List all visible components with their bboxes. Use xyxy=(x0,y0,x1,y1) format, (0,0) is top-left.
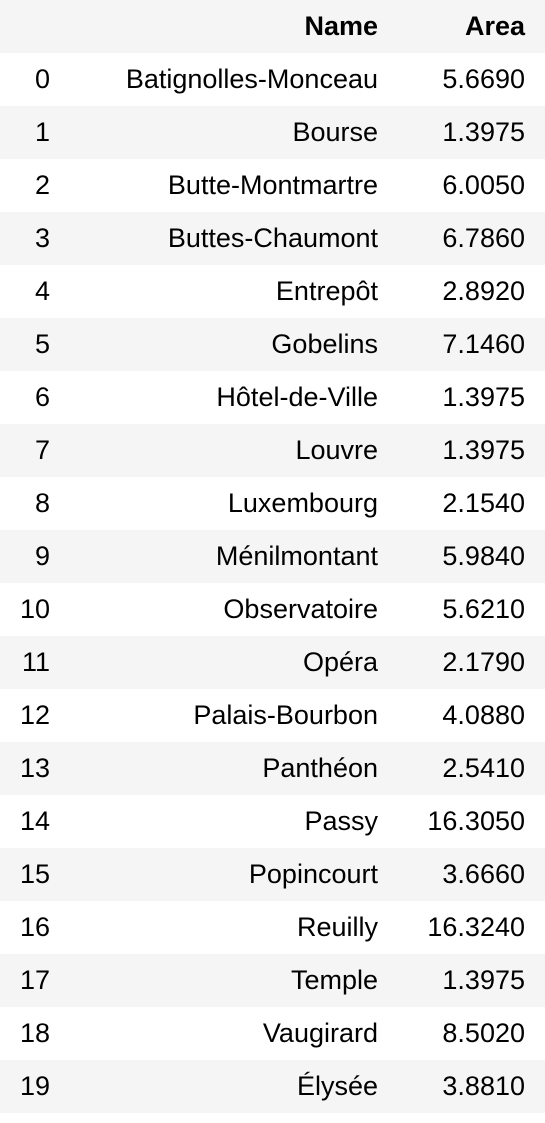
area-cell: 6.7860 xyxy=(378,212,545,265)
row-index-cell: 4 xyxy=(0,265,66,318)
name-cell: Ménilmontant xyxy=(66,530,378,583)
table-row: 13 Panthéon 2.5410 xyxy=(0,742,545,795)
name-cell: Palais-Bourbon xyxy=(66,689,378,742)
row-index-cell: 14 xyxy=(0,795,66,848)
table-row: 8 Luxembourg 2.1540 xyxy=(0,477,545,530)
area-cell: 3.8810 xyxy=(378,1060,545,1113)
row-index-cell: 19 xyxy=(0,1060,66,1113)
name-cell: Reuilly xyxy=(66,901,378,954)
row-index-cell: 5 xyxy=(0,318,66,371)
table-row: 5 Gobelins 7.1460 xyxy=(0,318,545,371)
row-index-cell: 2 xyxy=(0,159,66,212)
area-cell: 2.8920 xyxy=(378,265,545,318)
row-index-cell: 0 xyxy=(0,53,66,106)
area-cell: 1.3975 xyxy=(378,954,545,1007)
table-row: 11 Opéra 2.1790 xyxy=(0,636,545,689)
table-row: 19 Élysée 3.8810 xyxy=(0,1060,545,1113)
table-row: 12 Palais-Bourbon 4.0880 xyxy=(0,689,545,742)
area-cell: 1.3975 xyxy=(378,106,545,159)
row-index-cell: 15 xyxy=(0,848,66,901)
area-cell: 1.3975 xyxy=(378,424,545,477)
table-body: 0 Batignolles-Monceau 5.6690 1 Bourse 1.3975 2… xyxy=(0,53,545,1113)
area-cell: 2.1790 xyxy=(378,636,545,689)
area-cell: 2.5410 xyxy=(378,742,545,795)
table-row: 10 Observatoire 5.6210 xyxy=(0,583,545,636)
table-row: 17 Temple 1.3975 xyxy=(0,954,545,1007)
area-cell: 4.0880 xyxy=(378,689,545,742)
area-cell: 7.1460 xyxy=(378,318,545,371)
name-cell: Passy xyxy=(66,795,378,848)
row-index-cell: 13 xyxy=(0,742,66,795)
name-cell: Opéra xyxy=(66,636,378,689)
table-header: Name Area xyxy=(0,0,545,53)
table-row: 4 Entrepôt 2.8920 xyxy=(0,265,545,318)
row-index-cell: 1 xyxy=(0,106,66,159)
name-column-header: Name xyxy=(66,0,378,53)
area-column-header: Area xyxy=(378,0,545,53)
name-cell: Butte-Montmartre xyxy=(66,159,378,212)
name-cell: Gobelins xyxy=(66,318,378,371)
name-cell: Batignolles-Monceau xyxy=(66,53,378,106)
row-index-cell: 7 xyxy=(0,424,66,477)
row-index-cell: 8 xyxy=(0,477,66,530)
table-row: 15 Popincourt 3.6660 xyxy=(0,848,545,901)
name-cell: Luxembourg xyxy=(66,477,378,530)
area-cell: 5.9840 xyxy=(378,530,545,583)
table-row: 14 Passy 16.3050 xyxy=(0,795,545,848)
area-cell: 3.6660 xyxy=(378,848,545,901)
row-index-cell: 18 xyxy=(0,1007,66,1060)
row-index-cell: 12 xyxy=(0,689,66,742)
name-cell: Vaugirard xyxy=(66,1007,378,1060)
name-cell: Élysée xyxy=(66,1060,378,1113)
row-index-cell: 16 xyxy=(0,901,66,954)
row-index-cell: 10 xyxy=(0,583,66,636)
area-cell: 8.5020 xyxy=(378,1007,545,1060)
table-row: 7 Louvre 1.3975 xyxy=(0,424,545,477)
table-row: 16 Reuilly 16.3240 xyxy=(0,901,545,954)
area-cell: 1.3975 xyxy=(378,371,545,424)
header-row: Name Area xyxy=(0,0,545,53)
name-cell: Entrepôt xyxy=(66,265,378,318)
table-row: 2 Butte-Montmartre 6.0050 xyxy=(0,159,545,212)
name-cell: Temple xyxy=(66,954,378,1007)
area-cell: 16.3240 xyxy=(378,901,545,954)
area-cell: 5.6690 xyxy=(378,53,545,106)
row-index-cell: 9 xyxy=(0,530,66,583)
name-cell: Buttes-Chaumont xyxy=(66,212,378,265)
row-index-cell: 11 xyxy=(0,636,66,689)
row-index-cell: 6 xyxy=(0,371,66,424)
table-row: 1 Bourse 1.3975 xyxy=(0,106,545,159)
table-row: 6 Hôtel-de-Ville 1.3975 xyxy=(0,371,545,424)
name-cell: Louvre xyxy=(66,424,378,477)
table-row: 18 Vaugirard 8.5020 xyxy=(0,1007,545,1060)
table-row: 0 Batignolles-Monceau 5.6690 xyxy=(0,53,545,106)
name-cell: Popincourt xyxy=(66,848,378,901)
area-cell: 2.1540 xyxy=(378,477,545,530)
table-row: 3 Buttes-Chaumont 6.7860 xyxy=(0,212,545,265)
row-index-cell: 17 xyxy=(0,954,66,1007)
name-cell: Bourse xyxy=(66,106,378,159)
area-cell: 5.6210 xyxy=(378,583,545,636)
area-cell: 16.3050 xyxy=(378,795,545,848)
row-index-cell: 3 xyxy=(0,212,66,265)
area-cell: 6.0050 xyxy=(378,159,545,212)
table-row: 9 Ménilmontant 5.9840 xyxy=(0,530,545,583)
index-column-header xyxy=(0,0,66,53)
name-cell: Observatoire xyxy=(66,583,378,636)
name-cell: Hôtel-de-Ville xyxy=(66,371,378,424)
name-cell: Panthéon xyxy=(66,742,378,795)
